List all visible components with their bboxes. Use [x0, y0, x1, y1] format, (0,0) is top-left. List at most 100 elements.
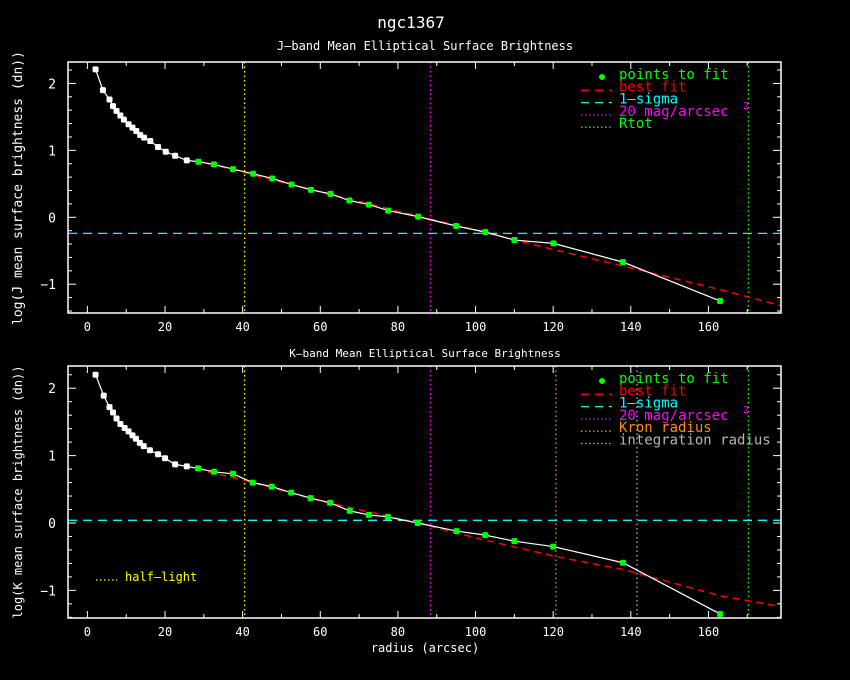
j-data-point	[155, 144, 162, 151]
j-data-point	[113, 107, 120, 114]
k-data-point	[117, 420, 124, 427]
k-y-tick-label: 2	[48, 382, 56, 397]
k-data-point	[100, 392, 107, 399]
j-fit-point	[385, 207, 392, 214]
j-y-axis-label: log(J mean surface brightness (dn))	[11, 51, 26, 325]
k-x-tick-label: 80	[391, 625, 405, 639]
j-y-tick-label: 1	[48, 144, 56, 159]
k-fit-point	[717, 610, 724, 617]
j-fit-point	[195, 158, 202, 165]
k-panel-title: K—band Mean Elliptical Surface Brightnes…	[289, 347, 561, 360]
k-x-tick-label: 0	[84, 625, 91, 639]
k-fit-point	[346, 507, 353, 514]
legend-label-sigma: 1—sigma	[619, 396, 678, 412]
j-fit-point	[346, 197, 353, 204]
k-fit-point	[210, 468, 217, 475]
j-data-point	[120, 116, 127, 123]
half-light-legend-label: half—light	[125, 570, 197, 584]
legend-label-kron: Kron radius	[619, 420, 712, 436]
j-fit-point	[327, 190, 334, 197]
j-fit-point	[365, 201, 372, 208]
k-fit-point	[229, 470, 236, 477]
k-fit-point	[511, 538, 518, 545]
j-y-tick-label: 2	[48, 77, 56, 92]
legend-label-best-fit: best fit	[619, 79, 686, 95]
k-best-fit-line	[195, 468, 782, 608]
j-x-tick-label: 120	[542, 320, 564, 334]
j-fit-point	[511, 237, 518, 244]
figure-title: ngc1367	[377, 13, 444, 32]
k-x-tick-label: 60	[313, 625, 327, 639]
legend-label-rtot: Rtot	[619, 116, 653, 132]
j-fit-point	[269, 175, 276, 182]
k-fit-point	[365, 511, 372, 518]
j-x-tick-label: 140	[620, 320, 642, 334]
k-x-tick-label: 160	[698, 625, 720, 639]
j-data-point	[106, 96, 113, 103]
legend-marker-fit-points	[599, 74, 605, 80]
k-panel: 0 20 40 60 80 100 120 140 160 2 1 0 −1 points to fitb…	[40, 365, 782, 639]
k-fit-point	[550, 543, 557, 550]
k-data-point	[162, 455, 169, 462]
j-data-point	[110, 103, 117, 110]
k-fit-point	[326, 499, 333, 506]
k-data-point	[140, 443, 147, 450]
j-data-point	[141, 134, 148, 141]
k-x-tick-label: 40	[235, 625, 249, 639]
j-fit-point	[288, 181, 295, 188]
k-x-tick-label: 120	[542, 625, 564, 639]
j-x-tick-label: 40	[235, 320, 249, 334]
k-fit-point	[384, 513, 391, 520]
k-data-point	[172, 461, 179, 468]
k-fit-point	[268, 483, 275, 490]
k-fit-point	[307, 495, 314, 502]
k-fit-point	[195, 465, 202, 472]
j-fit-point	[415, 213, 422, 220]
k-data-point	[183, 463, 190, 470]
legend-superscript: 2	[743, 405, 749, 416]
j-fit-point	[210, 161, 217, 168]
legend-label-fit-points: points to fit	[619, 371, 729, 387]
k-x-tick-label: 100	[465, 625, 487, 639]
legend-label-fit-points: points to fit	[619, 67, 729, 83]
legend-label-mag20: 20 mag/arcsec	[619, 104, 729, 120]
k-data-point	[92, 371, 99, 378]
j-data-point	[147, 137, 154, 144]
k-fit-point	[414, 519, 421, 526]
j-fit-point	[717, 297, 724, 304]
j-fit-point	[482, 229, 489, 236]
k-data-point	[113, 415, 120, 422]
j-panel: 0 20 40 60 80 100 120 140 160 2 1 0 −1 points to fitb…	[40, 61, 782, 334]
j-data-point	[92, 66, 99, 73]
k-y-axis-label: log(K mean surface brightness (dn))	[11, 366, 25, 619]
legend-label-integration: integration radius	[619, 433, 771, 449]
j-data-point	[162, 148, 169, 155]
j-x-tick-label: 80	[391, 320, 405, 334]
j-plot-frame	[67, 61, 782, 314]
j-x-tick-label: 20	[158, 320, 172, 334]
k-data-point	[110, 409, 117, 416]
k-fit-point	[453, 528, 460, 535]
j-panel-title: J—band Mean Elliptical Surface Brightnes…	[277, 39, 573, 53]
k-y-tick-label: 1	[48, 450, 56, 465]
j-fit-point	[229, 166, 236, 173]
k-fit-point	[620, 559, 627, 566]
k-data-point	[155, 451, 162, 458]
j-x-tick-label: 100	[465, 320, 487, 334]
j-x-tick-label: 0	[84, 320, 91, 334]
j-data-point	[172, 152, 179, 159]
k-x-tick-label: 20	[158, 625, 172, 639]
k-y-tick-label: −1	[40, 584, 56, 599]
x-axis-label: radius (arcsec)	[371, 641, 479, 655]
j-x-tick-label: 160	[698, 320, 720, 334]
j-data-point	[183, 157, 190, 164]
j-fit-point	[307, 186, 314, 193]
legend-label-sigma: 1—sigma	[619, 92, 678, 108]
j-data-point	[99, 87, 106, 94]
j-x-tick-label: 60	[313, 320, 327, 334]
k-y-tick-label: 0	[48, 517, 56, 532]
k-x-tick-label: 140	[620, 625, 642, 639]
